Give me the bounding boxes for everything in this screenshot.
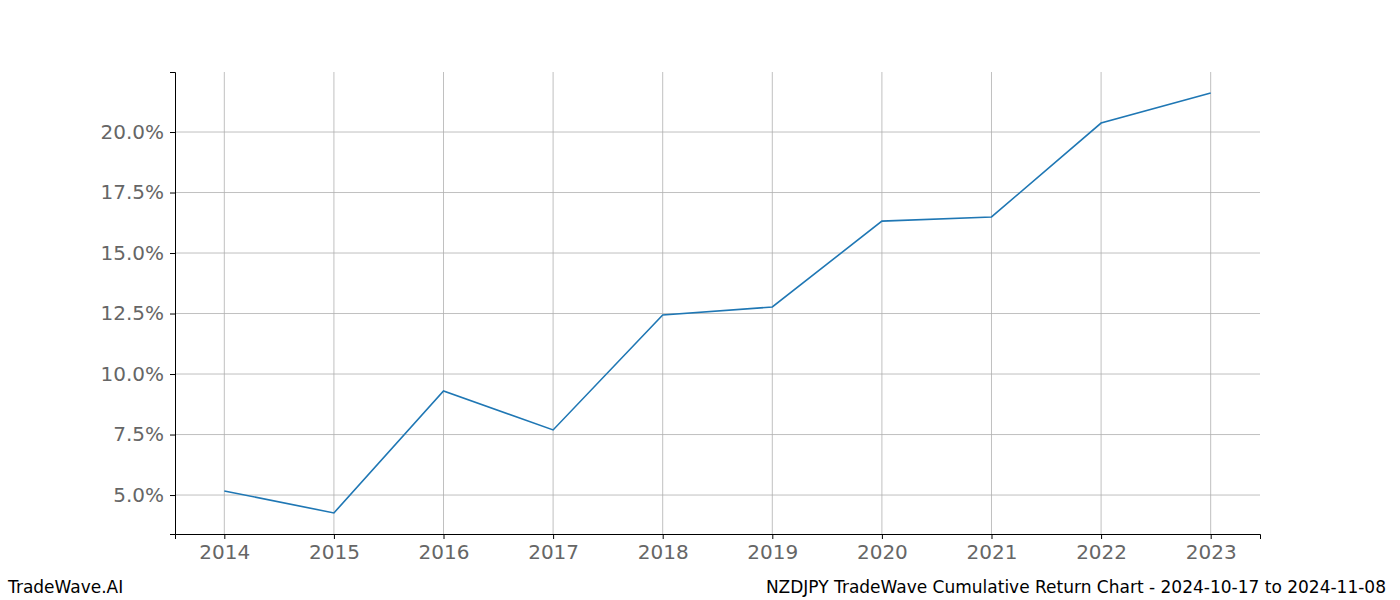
tick: 2016 — [419, 534, 470, 564]
grid-line — [175, 253, 1260, 254]
grid-line — [175, 192, 1260, 193]
tick-label: 15.0% — [100, 241, 164, 265]
grid-line — [991, 72, 992, 534]
grid-line — [333, 72, 334, 534]
tick: 2018 — [638, 534, 689, 564]
tick-label: 7.5% — [113, 422, 164, 446]
line — [224, 93, 1210, 513]
grid-line — [1210, 72, 1211, 534]
tick-label: 2022 — [1076, 540, 1127, 564]
tick: 2022 — [1076, 534, 1127, 564]
grid-line — [224, 72, 225, 534]
grid-line — [553, 72, 554, 534]
tick: 2015 — [309, 534, 360, 564]
tick: 2023 — [1186, 534, 1237, 564]
grid-line — [772, 72, 773, 534]
tick-mark — [170, 193, 175, 194]
tick: 2017 — [528, 534, 579, 564]
grid-line — [175, 434, 1260, 435]
tick-mark — [334, 534, 335, 539]
x-axis: 2014 2015 2016 2017 2018 2019 2020 2021 2022 2023 — [176, 534, 1261, 564]
tick-label: 20.0% — [100, 120, 164, 144]
tick: 10.0% — [100, 362, 175, 386]
tick-mark — [553, 534, 554, 539]
grid-line — [662, 72, 663, 534]
tick-mark — [224, 534, 225, 539]
tick-label: 2015 — [309, 540, 360, 564]
tick-label: 2023 — [1186, 540, 1237, 564]
tick-label: 2021 — [967, 540, 1018, 564]
tick-label: 2016 — [419, 540, 470, 564]
tick-mark — [444, 534, 445, 539]
tick-label: 2017 — [528, 540, 579, 564]
tick: 7.5% — [113, 422, 175, 446]
plot: 2014 2015 2016 2017 2018 2019 2020 2021 2022 2023… — [100, 72, 1260, 564]
grid-line — [443, 72, 444, 534]
tick-mark — [882, 534, 883, 539]
watermark: TradeWave.AI — [7, 577, 123, 597]
tick-label: 2020 — [857, 540, 908, 564]
tick: 20.0% — [100, 120, 175, 144]
chart: 2014 2015 2016 2017 2018 2019 2020 2021 2022 2023… — [0, 0, 1400, 600]
tick-label: 2018 — [638, 540, 689, 564]
tick-mark — [170, 132, 175, 133]
series-group — [224, 93, 1210, 513]
grid-line — [175, 495, 1260, 496]
tick: 12.5% — [100, 301, 175, 325]
tick-mark — [663, 534, 664, 539]
grid — [175, 72, 1260, 534]
grid-line — [881, 72, 882, 534]
tick: 2020 — [857, 534, 908, 564]
grid-line — [175, 313, 1260, 314]
tick-label: 2019 — [747, 540, 798, 564]
grid-line — [1101, 72, 1102, 534]
tick: 5.0% — [113, 483, 175, 507]
tick: 2021 — [967, 534, 1018, 564]
tick-label: 5.0% — [113, 483, 164, 507]
tick-mark — [170, 435, 175, 436]
axis-line — [170, 73, 176, 535]
tick-label: 2014 — [199, 540, 250, 564]
tick-mark — [170, 253, 175, 254]
tick: 2019 — [747, 534, 798, 564]
tick-label: 10.0% — [100, 362, 164, 386]
tick-mark — [170, 374, 175, 375]
tick: 15.0% — [100, 241, 175, 265]
grid-line — [175, 374, 1260, 375]
tick-mark — [991, 534, 992, 539]
axis-line — [176, 535, 1261, 540]
tick-label: 12.5% — [100, 301, 164, 325]
tick: 2014 — [199, 534, 250, 564]
tick-mark — [170, 314, 175, 315]
tick-mark — [772, 534, 773, 539]
tick-mark — [1211, 534, 1212, 539]
y-axis: 5.0% 7.5% 10.0% 12.5% 15.0% 17.5% 20.0% — [100, 73, 175, 535]
grid-line — [175, 132, 1260, 133]
title: NZDJPY TradeWave Cumulative Return Chart… — [766, 577, 1386, 597]
tick-mark — [1101, 534, 1102, 539]
tick-mark — [170, 495, 175, 496]
tick-label: 17.5% — [100, 180, 164, 204]
tick: 17.5% — [100, 180, 175, 204]
